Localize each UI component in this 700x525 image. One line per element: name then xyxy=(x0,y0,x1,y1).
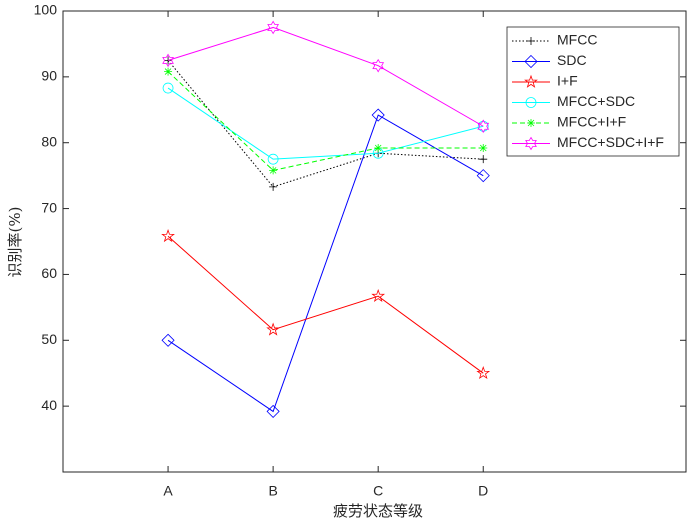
y-axis-title: 识别率(%) xyxy=(6,207,24,278)
marker xyxy=(477,120,489,132)
series-line xyxy=(167,71,484,171)
legend-label: MFCC+I+F xyxy=(557,114,626,130)
marker xyxy=(164,67,173,76)
series-line xyxy=(167,26,484,127)
marker xyxy=(477,119,490,134)
y-tick-label: 100 xyxy=(34,2,58,18)
marker xyxy=(162,82,174,94)
marker xyxy=(527,119,535,127)
marker xyxy=(479,143,488,152)
marker xyxy=(524,54,538,69)
marker xyxy=(371,288,386,302)
series-line xyxy=(167,114,484,413)
y-tick-label: 80 xyxy=(41,133,57,149)
marker xyxy=(479,155,488,164)
marker xyxy=(372,58,385,73)
marker xyxy=(525,136,537,151)
y-tick-label: 60 xyxy=(41,265,57,281)
series-line xyxy=(167,87,484,160)
marker xyxy=(266,322,280,336)
legend-box xyxy=(506,26,680,157)
marker xyxy=(525,97,537,108)
marker xyxy=(161,333,175,347)
marker xyxy=(266,404,280,418)
legend-label: SDC xyxy=(557,52,587,68)
marker xyxy=(371,108,385,122)
marker xyxy=(269,182,278,191)
y-tick-label: 70 xyxy=(41,199,57,215)
marker xyxy=(267,153,279,165)
y-tick-label: 50 xyxy=(41,331,57,347)
marker xyxy=(476,169,490,183)
x-tick-label: C xyxy=(373,483,383,499)
marker xyxy=(527,37,535,45)
legend-label: MFCC xyxy=(557,32,597,48)
series-line xyxy=(167,235,484,374)
x-axis-title: 疲劳状态等级 xyxy=(333,502,423,520)
marker xyxy=(269,166,278,175)
x-tick-label: A xyxy=(163,483,173,499)
y-tick-label: 90 xyxy=(41,68,57,84)
marker xyxy=(476,365,491,380)
marker xyxy=(267,20,280,35)
marker xyxy=(161,229,175,243)
marker xyxy=(374,143,383,152)
x-tick-label: B xyxy=(268,483,277,499)
legend-label: MFCC+SDC xyxy=(557,93,635,109)
y-tick-label: 40 xyxy=(41,397,57,413)
marker xyxy=(372,147,384,159)
marker xyxy=(162,53,174,68)
plot-area xyxy=(62,10,687,473)
legend-label: MFCC+SDC+I+F xyxy=(557,134,664,150)
x-tick-label: D xyxy=(478,483,488,499)
marker xyxy=(524,74,538,88)
legend-label: I+F xyxy=(557,73,578,89)
